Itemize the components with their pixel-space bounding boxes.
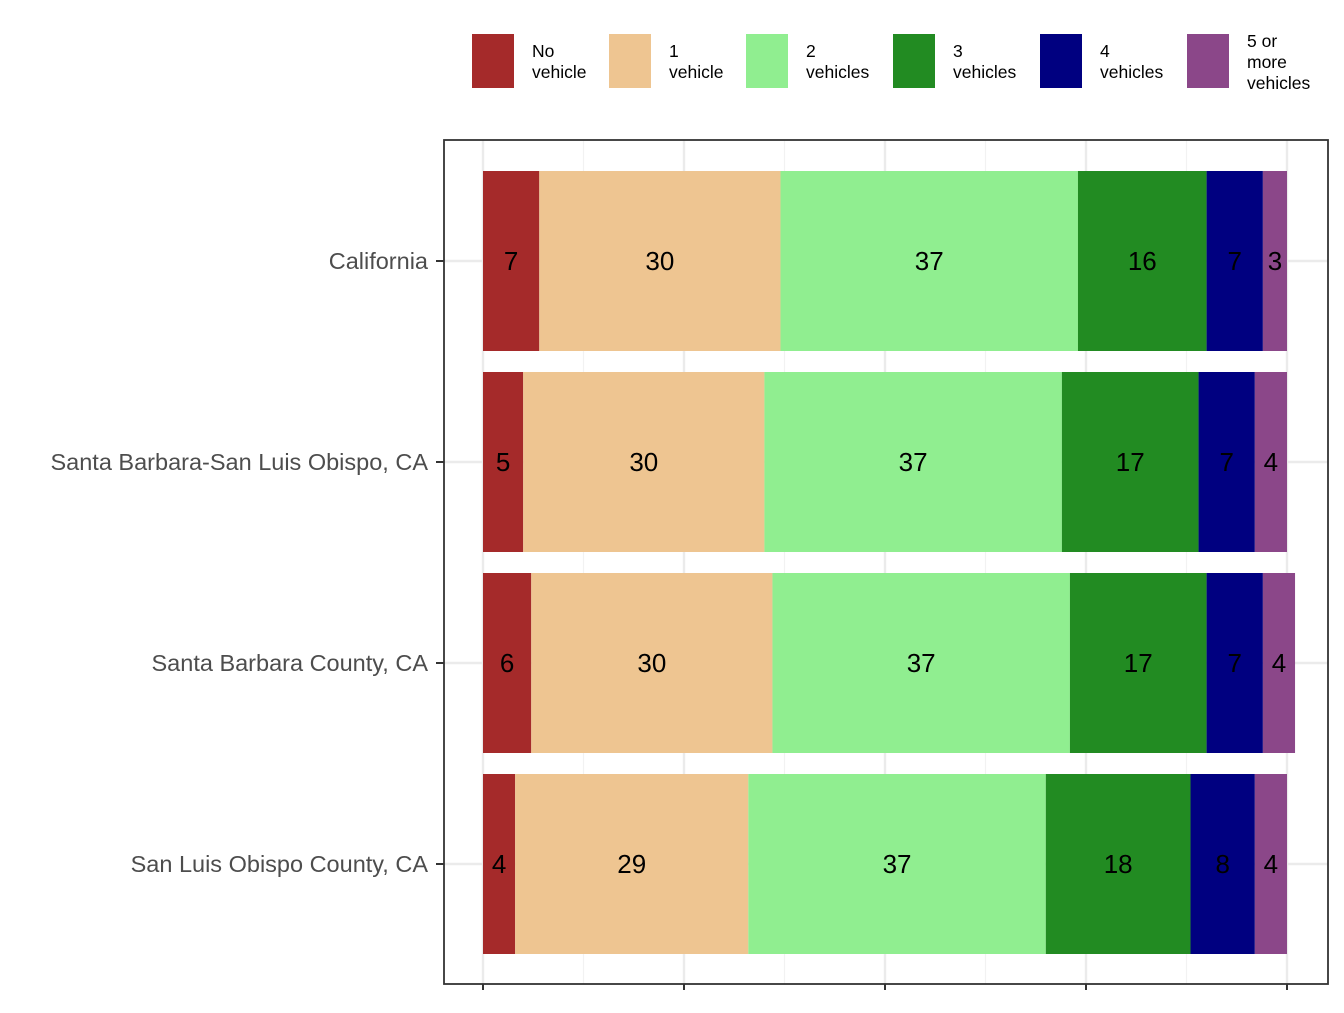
data-label: 37 (907, 648, 936, 678)
data-label: 37 (915, 246, 944, 276)
legend-swatch (893, 34, 935, 88)
bar-segment (1045, 774, 1191, 954)
data-label: 37 (883, 849, 912, 879)
bar-segment (748, 774, 1046, 954)
data-label: 4 (1264, 849, 1278, 879)
legend-label-line: vehicles (1247, 72, 1311, 93)
legend-swatch (472, 34, 514, 88)
legend-swatch (746, 34, 788, 88)
bar-segment (483, 372, 524, 552)
legend-label: 1 vehicle (669, 30, 765, 94)
legend-label-line: vehicles (1100, 62, 1164, 82)
legend-label: 2 vehicles (806, 30, 902, 94)
bar-segment (483, 171, 540, 351)
bar-segment (1069, 573, 1207, 753)
data-label: 30 (645, 246, 674, 276)
bar-segment (764, 372, 1062, 552)
data-label: 7 (1228, 246, 1242, 276)
legend-label-line: more (1247, 51, 1287, 72)
data-label: 6 (500, 648, 514, 678)
bar-segment (515, 774, 749, 954)
legend-label-line: vehicles (953, 62, 1017, 82)
data-label: 7 (1228, 648, 1242, 678)
legend-label-line: 3 (953, 41, 963, 61)
legend-swatch (1040, 34, 1082, 88)
data-label: 7 (1219, 447, 1233, 477)
bar-segment (1254, 774, 1287, 954)
legend-label: 3 vehicles (953, 30, 1049, 94)
legend-label: 4 vehicles (1100, 30, 1196, 94)
data-label: 3 (1268, 246, 1282, 276)
bar-segment (1262, 573, 1296, 753)
bar-segment (483, 774, 516, 954)
data-label: 17 (1116, 447, 1145, 477)
bar-segment (1061, 372, 1199, 552)
bar-segment (523, 372, 765, 552)
bar-segment (1254, 372, 1287, 552)
legend-label-line: 4 (1100, 41, 1110, 61)
bar-segment (772, 573, 1070, 753)
legend-swatch (609, 34, 651, 88)
data-label: 17 (1124, 648, 1153, 678)
bar-segment (531, 573, 773, 753)
bar-segment (1262, 171, 1287, 351)
legend-label-line: 2 (806, 41, 816, 61)
bar-segment (1206, 171, 1263, 351)
data-label: 4 (1264, 447, 1278, 477)
bar-segment (1206, 573, 1263, 753)
legend-label: 5 or more vehicles (1247, 30, 1343, 94)
data-label: 4 (492, 849, 506, 879)
legend-label-line: 1 (669, 41, 679, 61)
bar-segment (539, 171, 781, 351)
legend-label-line: vehicle (669, 62, 724, 82)
data-label: 4 (1272, 648, 1286, 678)
legend-label-line: vehicles (806, 62, 870, 82)
y-tick-label: San Luis Obispo County, CA (131, 851, 429, 877)
legend-label-line: 5 or (1247, 30, 1278, 51)
data-label: 37 (899, 447, 928, 477)
bar-segment (780, 171, 1078, 351)
data-label: 7 (504, 246, 518, 276)
legend-label-line: vehicle (532, 62, 587, 82)
data-label: 16 (1128, 246, 1157, 276)
bar-segment (1198, 372, 1255, 552)
data-label: 29 (617, 849, 646, 879)
data-label: 30 (629, 447, 658, 477)
legend-label: No vehicle (532, 30, 628, 94)
data-label: 8 (1215, 849, 1229, 879)
y-tick-label: Santa Barbara County, CA (152, 650, 429, 676)
data-label: 18 (1104, 849, 1133, 879)
data-label: 5 (496, 447, 510, 477)
bar-segment (483, 573, 532, 753)
data-label: 30 (637, 648, 666, 678)
legend-swatch (1187, 34, 1229, 88)
y-tick-label: California (329, 248, 429, 274)
bar-segment (1077, 171, 1207, 351)
bar-segment (1190, 774, 1255, 954)
legend-label-line: No (532, 41, 555, 61)
y-tick-label: Santa Barbara-San Luis Obispo, CA (50, 449, 428, 475)
